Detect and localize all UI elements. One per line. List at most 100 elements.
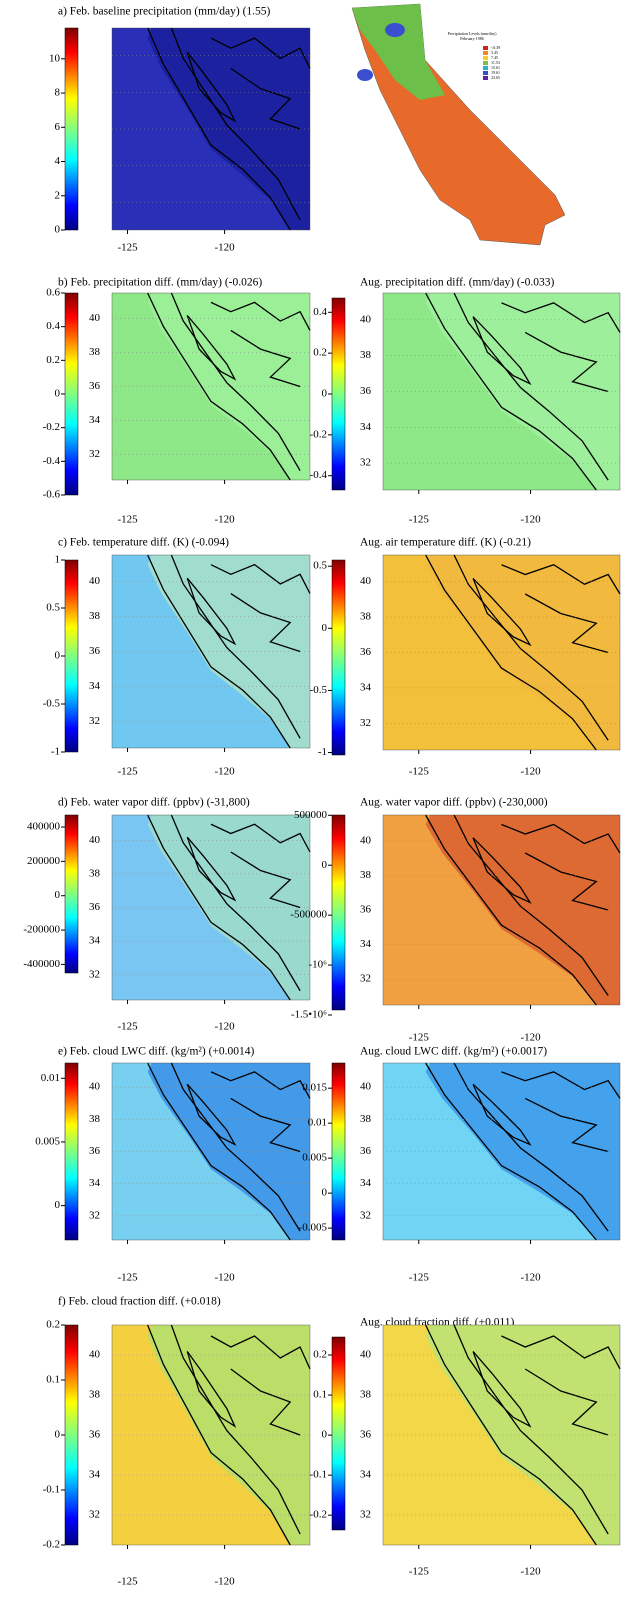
land — [425, 1325, 620, 1545]
inset-title: Precipitation Levels (mm/day) — [448, 31, 498, 36]
colorbar-tick-label: -0.1 — [310, 1469, 327, 1481]
lon-tick-label: -120 — [520, 1566, 541, 1578]
legend-swatch — [483, 51, 488, 55]
lat-tick-label: 40 — [360, 834, 372, 846]
lat-tick-label: 40 — [360, 1081, 372, 1093]
contour — [501, 1335, 621, 1370]
land — [425, 1063, 620, 1240]
legend-swatch — [483, 71, 488, 75]
colorbar-tick-label: 0 — [55, 224, 61, 236]
lon-tick-label: -120 — [215, 766, 236, 778]
colorbar-tick-label: -0.4 — [43, 455, 61, 467]
colorbar-tick-label: 0 — [322, 1187, 328, 1199]
colorbar-tick-label: -0.2 — [310, 1509, 327, 1521]
contour — [524, 593, 609, 654]
colorbar-tick-label: 0 — [322, 388, 328, 400]
contour — [186, 51, 237, 123]
lat-tick-label: 38 — [89, 867, 101, 879]
map — [382, 814, 621, 1006]
contour — [210, 1335, 311, 1370]
legend-swatch — [483, 76, 488, 80]
colorbar-tick-label: 0.005 — [302, 1152, 327, 1164]
contour — [147, 1062, 291, 1241]
map — [382, 554, 621, 751]
contour — [186, 315, 237, 381]
panel-title: f) Feb. cloud fraction diff. (+0.018) — [58, 1296, 221, 1308]
land — [425, 555, 620, 750]
contour — [186, 1351, 237, 1428]
legend-label: 11.53 — [491, 60, 500, 65]
legend-swatch — [483, 56, 488, 60]
lat-tick-label: 38 — [360, 1389, 372, 1401]
lat-tick-label: 38 — [89, 1389, 101, 1401]
lat-tick-label: 32 — [89, 1509, 100, 1521]
lon-tick-label: -125 — [117, 1021, 138, 1033]
colorbar-tick-label: 0.2 — [46, 1319, 60, 1331]
lon-tick-label: -125 — [409, 1566, 430, 1578]
colorbar-tick-label: 0 — [322, 859, 328, 871]
lat-tick-label: 36 — [360, 904, 372, 916]
lon-tick-label: -125 — [409, 766, 430, 778]
lon-tick-label: -125 — [409, 1032, 430, 1044]
legend-label: 7.45 — [491, 55, 498, 60]
panel-title: Aug. precipitation diff. (mm/day) (-0.03… — [360, 277, 554, 289]
colorbar — [64, 27, 79, 231]
colorbar-tick-label: 0 — [55, 889, 61, 901]
contour — [524, 1097, 609, 1153]
wet-spot — [357, 69, 373, 81]
contour — [501, 302, 621, 333]
lon-tick-label: -125 — [117, 242, 138, 254]
lat-tick-label: 36 — [89, 1429, 101, 1441]
colorbar — [64, 292, 79, 496]
colorbar-tick-label: -0.6 — [43, 489, 61, 501]
colorbar-tick-label: 0 — [55, 1199, 61, 1211]
lat-tick-label: 32 — [360, 973, 371, 985]
contour — [501, 1071, 621, 1099]
lat-tick-label: 36 — [89, 901, 101, 913]
contour — [170, 814, 301, 992]
lat-tick-label: 34 — [89, 1177, 101, 1189]
contour — [472, 577, 532, 647]
panel-title: a) Feb. baseline precipitation (mm/day) … — [58, 6, 271, 18]
contour — [170, 1062, 301, 1232]
colorbar-tick-label: 0.6 — [46, 287, 60, 299]
lat-tick-label: 34 — [89, 680, 101, 692]
legend-label: <0.39 — [491, 45, 500, 50]
colorbar-tick-label: 0.4 — [46, 320, 60, 332]
colorbar-tick-label: 500000 — [294, 809, 328, 821]
colorbar-tick-label: 0 — [322, 1429, 328, 1441]
lat-tick-label: 38 — [360, 869, 372, 881]
contour — [524, 1368, 609, 1436]
contour — [230, 1368, 301, 1436]
lon-tick-label: -125 — [117, 514, 138, 526]
contour — [186, 577, 237, 646]
legend-label: 23.65 — [491, 75, 500, 80]
lat-tick-label: 36 — [360, 646, 372, 658]
panel-title: c) Feb. temperature diff. (K) (-0.094) — [58, 537, 229, 549]
colorbar-tick-label: 0 — [322, 622, 328, 634]
lat-tick-label: 34 — [360, 1469, 372, 1481]
lon-tick-label: -125 — [117, 766, 138, 778]
lat-tick-label: 32 — [360, 1209, 371, 1221]
contour — [147, 814, 291, 1001]
california-inset — [351, 3, 566, 246]
contour — [147, 554, 291, 749]
colorbar-tick-label: 0.4 — [313, 306, 327, 318]
colorbar-tick-label: -0.2 — [310, 428, 327, 440]
lat-tick-label: 32 — [89, 968, 100, 980]
contour — [453, 292, 609, 481]
colorbar-tick-label: 0.005 — [35, 1135, 60, 1147]
colorbar-tick-label: 200000 — [27, 855, 61, 867]
lon-tick-label: -120 — [215, 1272, 236, 1284]
lat-tick-label: 34 — [360, 938, 372, 950]
contour — [170, 1324, 301, 1535]
legend-label: 19.61 — [491, 70, 500, 75]
contour — [230, 67, 301, 130]
colorbar-tick-label: -400000 — [23, 958, 60, 970]
lat-tick-label: 40 — [89, 834, 101, 846]
colorbar-tick-label: 8 — [55, 87, 61, 99]
colorbar-tick-label: -0.1 — [43, 1484, 60, 1496]
panel-title: Aug. water vapor diff. (ppbv) (-230,000) — [360, 797, 548, 809]
colorbar-tick-label: -0.4 — [310, 469, 328, 481]
lat-tick-label: 38 — [360, 349, 372, 361]
